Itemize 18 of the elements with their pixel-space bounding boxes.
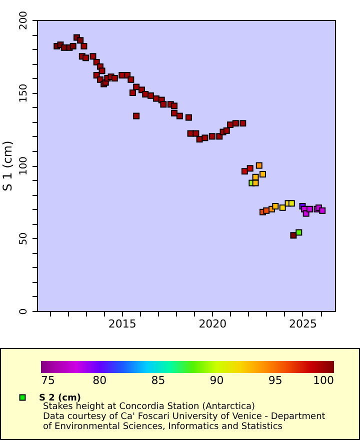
color-bar-label: 95 [268,374,282,387]
y-tick-label: 100 [18,156,30,176]
text: S 2 (cm) [39,394,81,404]
y-tick-label: 0 [18,308,30,315]
y-tick-label: 50 [18,232,30,246]
x-tick-label: 2015 [108,318,136,330]
x-tick-label: 2020 [198,318,227,330]
color-bar-label: 90 [210,374,224,387]
color-bar-label: 85 [151,374,166,387]
y-axis-title: S 1 (cm) [0,140,14,192]
color-bar-label: 80 [92,374,107,387]
color-bar-label: 100 [313,374,334,387]
text: Stakes height at Concordia Station (Antarctica) [43,402,255,412]
y-tick-label: 200 [18,10,30,30]
y-tick-label: 150 [18,84,30,103]
color-bar-label: 75 [41,374,55,387]
text: Data courtesy of Ca' Foscari University of Venice - Department of Environmental Sciences, Informatics and Statistics [43,412,326,432]
x-tick-label: 2025 [288,318,317,330]
